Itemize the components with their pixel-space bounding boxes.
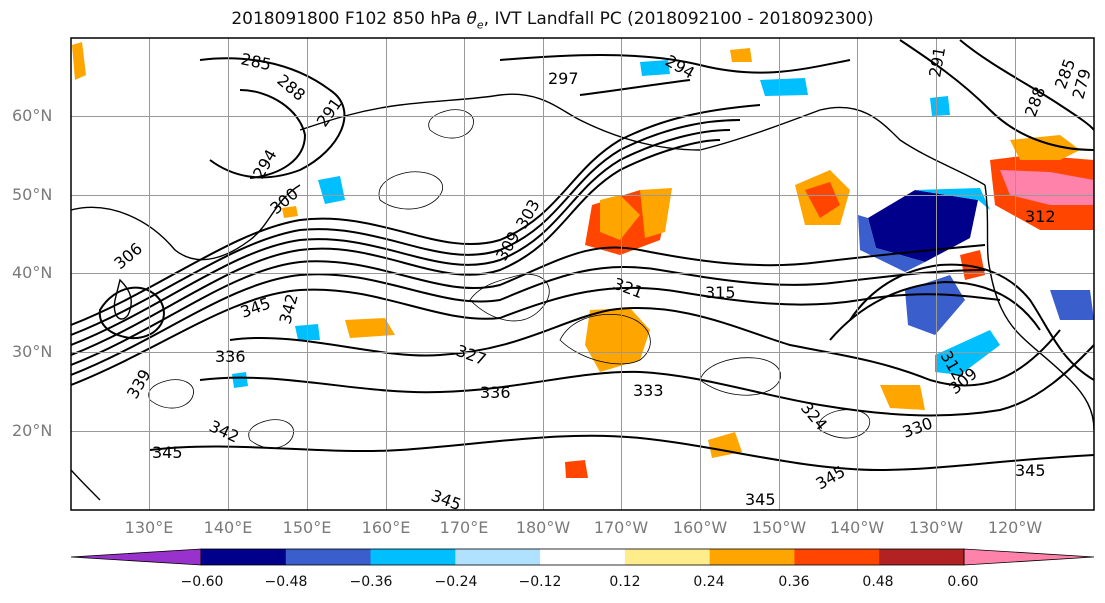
lon-label: 160°W bbox=[672, 518, 728, 537]
lon-label: 180°W bbox=[515, 518, 571, 537]
lat-label: 30°N bbox=[12, 342, 53, 361]
colorbar-tick-label: 0.12 bbox=[609, 574, 641, 590]
colorbar-tick-label: −0.12 bbox=[518, 574, 562, 590]
lon-label: 130°E bbox=[124, 518, 174, 537]
lon-label: 130°W bbox=[908, 518, 964, 537]
colorbar-tick-label: −0.48 bbox=[264, 574, 308, 590]
colorbar-tick-label: −0.36 bbox=[349, 574, 393, 590]
contour-label: 333 bbox=[633, 381, 664, 400]
colorbar-extension-min bbox=[70, 548, 202, 566]
lat-label: 40°N bbox=[12, 263, 53, 282]
colorbar-extension-max bbox=[963, 548, 1095, 566]
patch-outlines bbox=[148, 109, 871, 449]
colorbar-segment bbox=[370, 549, 456, 565]
lat-label: 50°N bbox=[12, 185, 53, 204]
colorbar-segment bbox=[794, 549, 880, 565]
map-frame bbox=[70, 37, 1095, 511]
lon-label: 120°W bbox=[987, 518, 1043, 537]
colorbar-segment bbox=[709, 549, 795, 565]
contour-label: 336 bbox=[480, 383, 511, 402]
lon-label: 170°E bbox=[439, 518, 489, 537]
lon-label: 150°E bbox=[282, 518, 332, 537]
colorbar-segment bbox=[624, 549, 711, 565]
lon-label: 140°E bbox=[203, 518, 253, 537]
colorbar-tick-label: −0.60 bbox=[180, 574, 224, 590]
gridlines bbox=[71, 38, 1094, 510]
contour-label: 345 bbox=[152, 443, 183, 462]
lat-label: 60°N bbox=[12, 106, 53, 125]
lon-label: 160°E bbox=[361, 518, 411, 537]
colorbar-segment bbox=[540, 549, 626, 565]
colorbar-border bbox=[200, 548, 965, 566]
colorbar-tick-label: 0.60 bbox=[947, 574, 979, 590]
map-title: 2018091800 F102 850 hPa θe, IVT Landfall… bbox=[231, 9, 874, 32]
colorbar-segment bbox=[879, 549, 965, 565]
contour-label: 312 bbox=[1025, 207, 1056, 226]
lon-label: 170°W bbox=[593, 518, 649, 537]
contour-label: 345 bbox=[1015, 461, 1046, 480]
colorbar-segment bbox=[285, 549, 372, 565]
lon-label: 150°W bbox=[751, 518, 807, 537]
contour-label: 315 bbox=[705, 283, 736, 302]
colorbar-segment bbox=[455, 549, 541, 565]
colorbar-segment bbox=[201, 549, 287, 565]
theta-e-contours bbox=[71, 39, 1094, 472]
colorbar-tick-label: −0.24 bbox=[434, 574, 478, 590]
colorbar-tick-label: 0.24 bbox=[693, 574, 725, 590]
colorbar-tick-label: 0.48 bbox=[862, 574, 894, 590]
lat-label: 20°N bbox=[12, 421, 53, 440]
contour-label: 345 bbox=[745, 490, 776, 509]
contour-label: 336 bbox=[215, 347, 246, 366]
colorbar-tick-label: 0.36 bbox=[778, 574, 810, 590]
contour-label: 297 bbox=[548, 69, 579, 88]
lon-label: 140°W bbox=[829, 518, 885, 537]
colorbar bbox=[70, 548, 1095, 566]
anomaly-shading bbox=[72, 42, 1094, 478]
